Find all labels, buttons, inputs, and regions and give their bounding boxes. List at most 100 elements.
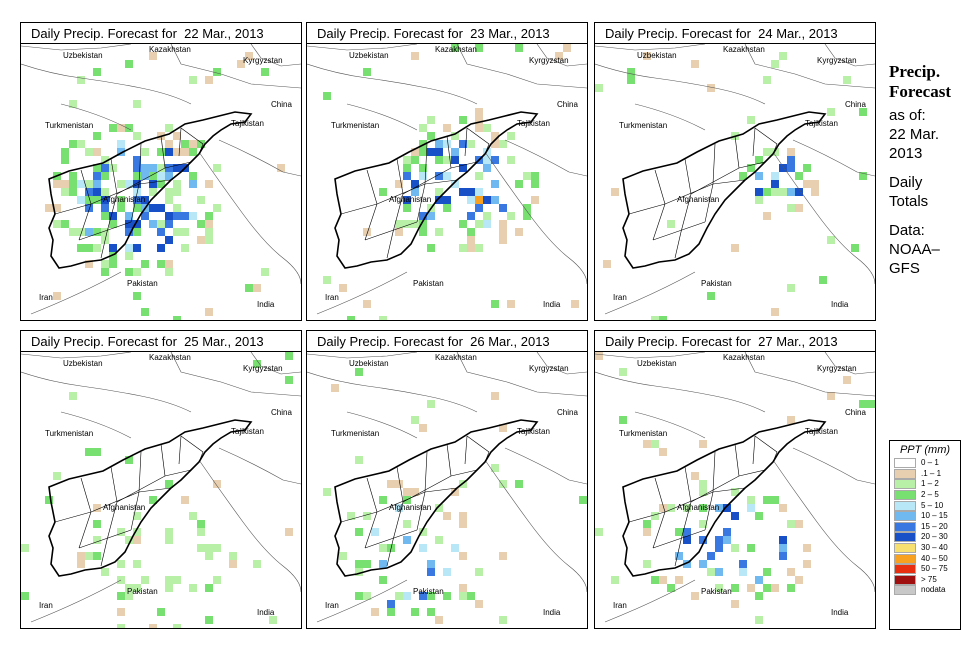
precip-cell	[117, 196, 125, 204]
precip-cell	[459, 552, 467, 560]
province-border	[754, 435, 778, 463]
precip-cell	[675, 552, 683, 560]
precip-cell	[595, 352, 603, 360]
precip-cell	[101, 164, 109, 172]
precip-cell	[101, 156, 109, 164]
precip-cell	[101, 188, 109, 196]
country-label-india: India	[831, 300, 849, 309]
precip-cell	[435, 172, 443, 180]
precip-cell	[523, 204, 531, 212]
precip-cell	[699, 560, 707, 568]
province-border	[652, 529, 706, 549]
precip-cell	[779, 552, 787, 560]
country-label-uzbekistan: Uzbekistan	[63, 359, 103, 368]
precip-cell	[483, 156, 491, 164]
precip-cell	[507, 300, 515, 308]
country-label-tajikistan: Tajikistan	[517, 427, 550, 436]
map-svg: Kazakhstan Uzbekistan Kyrgyzstan China Turkm…	[595, 44, 875, 320]
legend-item: .1 – 1	[890, 468, 960, 480]
border-line	[824, 352, 875, 375]
country-label-afghanistan: Afghanistan	[103, 503, 145, 512]
precip-cell	[77, 180, 85, 188]
legend-label: 2 – 5	[921, 490, 939, 500]
precip-cell	[93, 196, 101, 204]
asof-date: 22 Mar.	[889, 126, 940, 143]
precip-cell	[443, 512, 451, 520]
precip-cell	[205, 552, 213, 560]
country-label-uzbekistan: Uzbekistan	[637, 51, 677, 60]
precip-cell	[459, 164, 467, 172]
precip-cell	[77, 552, 85, 560]
precip-cell	[555, 52, 563, 60]
precip-cell	[347, 512, 355, 520]
precip-cell	[411, 220, 419, 228]
precip-cell	[483, 124, 491, 132]
precip-cell	[117, 148, 125, 156]
precip-cell	[253, 284, 261, 292]
precip-cell	[747, 496, 755, 504]
border-line	[456, 44, 587, 89]
precip-cell	[141, 172, 149, 180]
precip-cell	[85, 552, 93, 560]
province-border	[78, 221, 132, 241]
precip-cell	[245, 52, 253, 60]
precip-cell	[491, 196, 499, 204]
precip-cell	[779, 164, 787, 172]
province-border	[734, 443, 740, 477]
precip-cell	[69, 228, 77, 236]
legend-item: 30 – 40	[890, 543, 960, 554]
precip-cell	[427, 116, 435, 124]
precip-cell	[787, 416, 795, 424]
country-label-iran: Iran	[39, 601, 53, 610]
country-label-india: India	[257, 608, 275, 617]
precip-cell	[141, 148, 149, 156]
precip-cell	[173, 204, 181, 212]
precip-cell	[133, 268, 141, 276]
precip-cell	[627, 68, 635, 76]
precip-cell	[699, 440, 707, 448]
country-label-pakistan: Pakistan	[701, 279, 732, 288]
precip-cell	[133, 560, 141, 568]
precip-cell	[755, 196, 763, 204]
precip-cell	[515, 44, 523, 52]
precip-cell	[811, 188, 819, 196]
precip-cell	[109, 252, 117, 260]
precip-cell	[475, 188, 483, 196]
precip-cell	[323, 488, 331, 496]
precip-cell	[787, 584, 795, 592]
precip-cell	[117, 180, 125, 188]
precip-cell	[507, 132, 515, 140]
precip-cell	[133, 584, 141, 592]
legend-swatch	[894, 458, 916, 469]
border-line	[792, 447, 875, 485]
precip-cell	[491, 180, 499, 188]
precip-cell	[355, 368, 363, 376]
panel-title: Daily Precip. Forecast for 25 Mar., 2013	[21, 331, 301, 352]
data-source-1: NOAA–	[889, 241, 940, 258]
precip-cell	[467, 592, 475, 600]
precip-cell	[403, 536, 411, 544]
precip-cell	[451, 148, 459, 156]
legend-label: 50 – 75	[921, 564, 948, 574]
border-line	[218, 139, 301, 177]
border-line	[536, 352, 587, 375]
precip-cell	[85, 180, 93, 188]
precip-cell	[109, 220, 117, 228]
border-line	[30, 579, 122, 623]
precip-cell	[229, 552, 237, 560]
precip-cell	[459, 140, 467, 148]
country-label-china: China	[271, 408, 292, 417]
precip-cell	[117, 528, 125, 536]
precip-cell	[157, 180, 165, 188]
province-border	[90, 487, 172, 513]
precip-cell	[157, 220, 165, 228]
legend-item: 1 – 2	[890, 479, 960, 490]
precip-cell	[85, 188, 93, 196]
legend-title: PPT (mm)	[899, 444, 951, 456]
precip-cell	[435, 196, 443, 204]
precip-cell	[659, 504, 667, 512]
province-border	[386, 158, 404, 259]
panel-title: Daily Precip. Forecast for 22 Mar., 2013	[21, 23, 301, 44]
precip-cell	[133, 196, 141, 204]
border-line	[170, 352, 301, 397]
